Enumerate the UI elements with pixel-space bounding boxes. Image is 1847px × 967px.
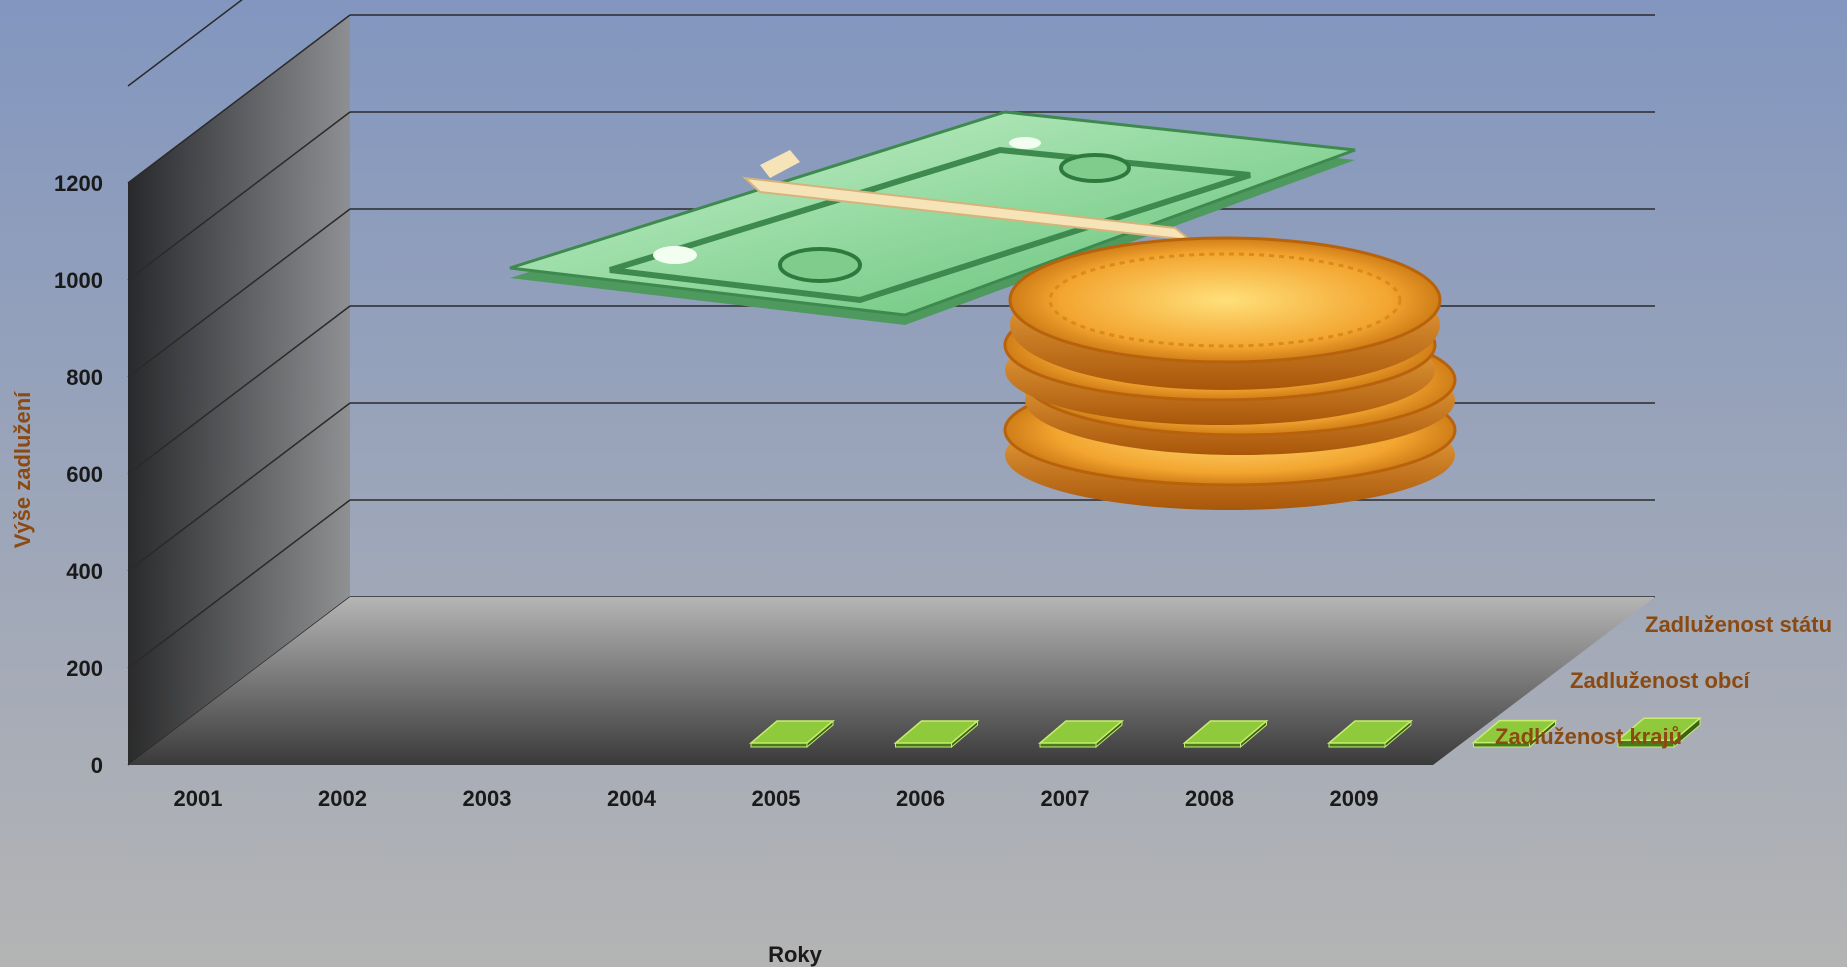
- x-tick-label: 2005: [752, 786, 801, 811]
- x-axis-title: Roky: [768, 942, 823, 967]
- y-tick-label: 1200: [54, 171, 103, 196]
- side-gridline: [127, 402, 351, 572]
- side-gridline: [127, 111, 351, 281]
- bar: [1326, 719, 1414, 749]
- y-tick-label: 200: [66, 656, 103, 681]
- bar: [893, 719, 980, 749]
- bar: [1615, 717, 1703, 749]
- series-label: Zadluženost státu: [1645, 612, 1832, 637]
- side-gridline: [127, 208, 351, 378]
- x-tick-label: 2004: [607, 786, 657, 811]
- side-gridline: [127, 14, 351, 184]
- x-tick-label: 2003: [463, 786, 512, 811]
- y-tick-label: 400: [66, 559, 103, 584]
- chart-floor: [128, 597, 1655, 765]
- x-tick-label: 2001: [174, 786, 223, 811]
- coins-illustration: [1003, 236, 1457, 510]
- side-gridline: [127, 305, 351, 475]
- y-tick-label: 0: [91, 753, 103, 778]
- x-tick-label: 2002: [318, 786, 367, 811]
- bars: [748, 717, 1703, 749]
- x-tick-label: 2007: [1041, 786, 1090, 811]
- series-labels: Zadluženost krajů Zadluženost obcí Zadluže…: [1495, 612, 1832, 749]
- x-tick-label: 2009: [1330, 786, 1379, 811]
- x-tick-label: 2008: [1185, 786, 1234, 811]
- bar: [1182, 719, 1269, 749]
- bar: [1037, 719, 1125, 749]
- bar: [1471, 719, 1558, 749]
- side-gridline: [127, 499, 351, 669]
- y-axis-ticks: 0 200 400 600 800 1000 1200: [54, 171, 103, 778]
- series-label: Zadluženost obcí: [1570, 668, 1751, 693]
- y-tick-label: 800: [66, 365, 103, 390]
- bar: [748, 719, 836, 749]
- series-label: Zadluženost krajů: [1495, 724, 1682, 749]
- x-axis-ticks: 2001 2002 2003 2004 2005 2006 2007 2008 2009: [174, 786, 1379, 811]
- side-gridline: [127, 0, 243, 87]
- y-tick-label: 600: [66, 462, 103, 487]
- banknotes-illustration: [509, 110, 1356, 325]
- y-tick-label: 1000: [54, 268, 103, 293]
- x-tick-label: 2006: [896, 786, 945, 811]
- y-axis-title: Výše zadlužení: [10, 391, 35, 548]
